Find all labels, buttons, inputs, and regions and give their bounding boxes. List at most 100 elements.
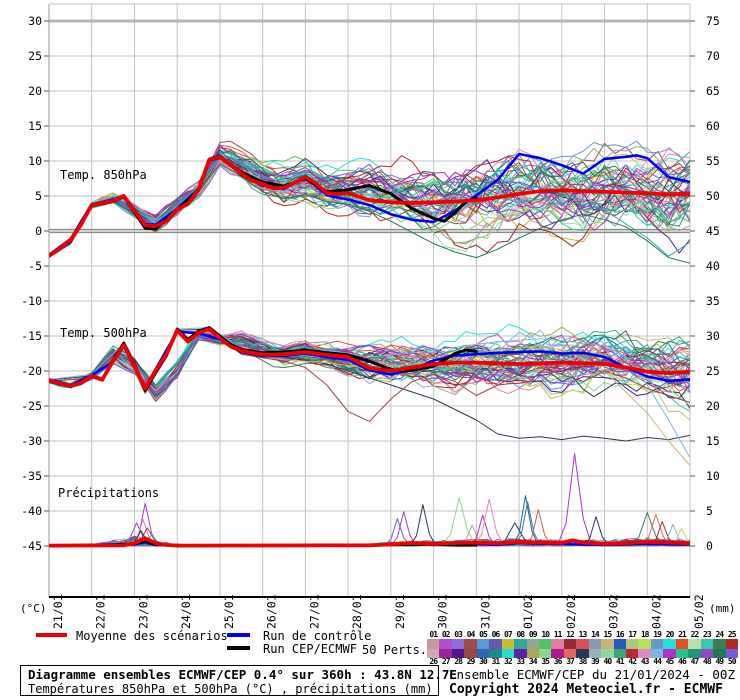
perturbation-number: 30: [479, 657, 488, 666]
perturbation-number: 11: [553, 630, 563, 639]
perturbation-number: 47: [690, 657, 700, 666]
date-tick-label: 22/01: [94, 594, 108, 629]
legend-ecmwf-label: Run CEP/ECMWF: [263, 642, 357, 656]
perturbation-numbers-bottom: 26 27 28 29 30 31 32 33 34 35 36 37 38 39 40 41 42 43 44 45…: [427, 658, 739, 666]
perturbation-swatch: [700, 648, 714, 658]
copyright: Copyright 2024 Meteociel.fr - ECMWF: [449, 682, 723, 697]
perturbation-color-strip: 01 02 03 04 05 06 07 08 09 10 11 12 13 14 15 16 17 18 19 20…: [427, 631, 739, 666]
perturbation-number: 23: [703, 630, 712, 639]
legend-perts-label: 50 Perts.: [362, 643, 428, 657]
perturbation-number: 46: [678, 657, 687, 666]
perturbation-number: 26: [429, 657, 438, 666]
axis-labels: 302520151050-5-10-15-20-25-30-35-40-4575…: [21, 14, 720, 629]
perturbation-number: 02: [441, 630, 451, 639]
diagram-subtitle: Températures 850hPa et 500hPa (°C) , pré…: [28, 682, 433, 696]
perturbation-number: 28: [454, 657, 463, 666]
perturbation-number: 19: [653, 630, 662, 639]
perturbation-number: 35: [541, 657, 550, 666]
right-tick-label: 60: [706, 119, 720, 133]
left-tick-label: 0: [35, 224, 42, 238]
perturbation-number: 17: [628, 630, 637, 639]
perturbation-swatch: [675, 639, 689, 649]
left-tick-label: 25: [28, 49, 42, 63]
right-tick-label: 5: [706, 504, 713, 518]
left-tick-label: 10: [28, 154, 42, 168]
date-tick-label: 24/01: [179, 594, 193, 629]
legend-control-label: Run de contrôle: [263, 629, 372, 643]
perturbation-number: 03: [454, 630, 463, 639]
perturbation-swatch: [725, 639, 738, 649]
perturbation-number: 41: [615, 657, 625, 666]
perturbation-swatch: [526, 648, 539, 658]
perturbation-number: 15: [603, 630, 613, 639]
right-tick-label: 10: [706, 469, 720, 483]
left-tick-label: -10: [21, 294, 42, 308]
perturbation-number: 08: [516, 630, 525, 639]
date-tick-label: 27/01: [307, 594, 321, 629]
left-tick-label: -20: [21, 364, 42, 378]
perturbation-swatch: [514, 648, 527, 658]
date-tick-label: 04/02: [649, 594, 663, 629]
perturbation-swatch: [563, 639, 577, 649]
date-tick-label: 21/01: [51, 594, 65, 629]
main-series-lines: [49, 152, 690, 548]
perturbation-swatches-bottom: [427, 648, 739, 658]
right-tick-label: 30: [706, 329, 720, 343]
perturbation-number: 14: [591, 630, 600, 639]
left-tick-label: -30: [21, 434, 42, 448]
perturbation-swatch: [551, 639, 564, 649]
perturbation-swatch: [538, 639, 552, 649]
perturbation-number: 18: [640, 630, 650, 639]
perturbation-number: 24: [715, 630, 724, 639]
right-tick-label: 50: [706, 189, 720, 203]
perturbation-swatch: [551, 648, 564, 658]
perturbation-swatch: [650, 639, 664, 649]
perturbation-number: 32: [504, 657, 513, 666]
perturbation-swatch: [613, 648, 626, 658]
perturbation-number: 36: [553, 657, 563, 666]
perturbation-swatch: [725, 648, 738, 658]
left-tick-label: -15: [21, 329, 42, 343]
perturbation-swatch: [613, 639, 626, 649]
left-tick-label: -40: [21, 504, 42, 518]
right-tick-label: 70: [706, 49, 720, 63]
perturbation-number: 40: [603, 657, 613, 666]
date-tick-label: 02/02: [564, 594, 578, 629]
perturbation-swatch: [439, 648, 452, 658]
right-tick-label: 65: [706, 84, 720, 98]
date-tick-label: 31/01: [478, 594, 492, 629]
perturbation-swatch: [451, 639, 465, 649]
perturbation-swatch: [501, 639, 515, 649]
perturbation-swatch: [439, 639, 452, 649]
right-tick-label: 35: [706, 294, 720, 308]
grid: [44, 3, 695, 598]
perturbation-swatches-top: [427, 639, 739, 649]
perturbation-number: 50: [727, 657, 737, 666]
left-tick-label: -5: [28, 259, 42, 273]
legend-mean-swatch: [36, 633, 67, 637]
right-tick-label: 0: [706, 539, 713, 553]
perturbation-swatch: [451, 648, 465, 658]
perturbation-number: 22: [690, 630, 700, 639]
perturbation-swatch: [427, 639, 440, 649]
right-tick-label: 25: [706, 364, 720, 378]
perturbation-swatch: [476, 648, 490, 658]
date-tick-label: 25/01: [222, 594, 236, 629]
perturbation-number: 06: [491, 630, 501, 639]
perturbation-number: 38: [578, 657, 588, 666]
date-tick-label: 26/01: [265, 594, 279, 629]
right-tick-label: 40: [706, 259, 720, 273]
right-tick-label: 45: [706, 224, 720, 238]
perturbation-number: 42: [628, 657, 637, 666]
left-tick-label: 5: [35, 189, 42, 203]
perturbation-swatch: [713, 639, 726, 649]
perturbation-number: 04: [466, 630, 476, 639]
perturbation-number: 43: [640, 657, 650, 666]
left-tick-label: 20: [28, 84, 42, 98]
perturbation-swatch: [601, 639, 614, 649]
perturbation-swatch: [688, 648, 701, 658]
perturbation-swatch: [688, 639, 701, 649]
perturbation-swatch: [476, 639, 490, 649]
left-tick-label: -35: [21, 469, 42, 483]
